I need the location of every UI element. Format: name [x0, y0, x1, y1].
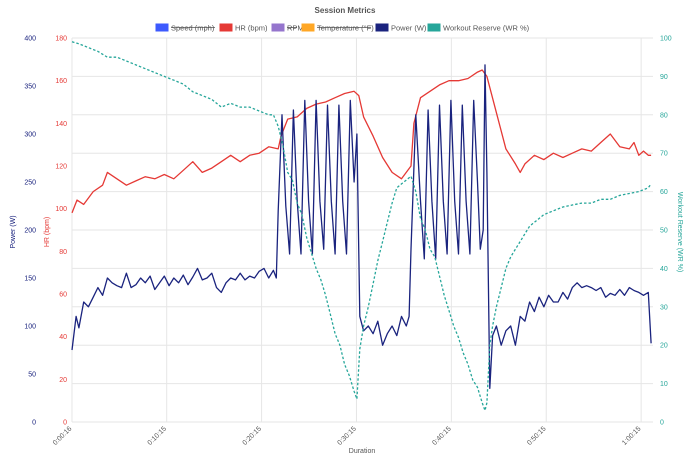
wr-axis-title: Workout Reserve (WR %)	[676, 192, 683, 272]
wr-tick-label: 80	[660, 112, 668, 119]
legend-swatch	[375, 23, 389, 32]
wr-tick-label: 10	[660, 381, 668, 388]
wr-tick-label: 20	[660, 343, 668, 350]
x-tick-label: 0:20:15	[242, 425, 264, 447]
x-tick-label: 0:40:15	[431, 425, 453, 447]
chart-title: Session Metrics	[315, 6, 376, 15]
power-tick-label: 200	[24, 228, 36, 235]
hr-axis-title: HR (bpm)	[44, 217, 51, 247]
legend-label: Temperature (°F)	[317, 24, 374, 33]
hr-bpm-line	[71, 69, 652, 214]
x-tick-label: 0:50:15	[526, 425, 548, 447]
legend-swatch	[301, 23, 315, 32]
legend-swatch	[427, 23, 441, 32]
wr-tick-label: 30	[660, 304, 668, 311]
wr-tick-label: 100	[660, 36, 672, 43]
wr-tick-label: 40	[660, 266, 668, 273]
series-layer	[71, 41, 652, 412]
workout-reserve-wr-line	[71, 41, 652, 412]
grid	[71, 37, 653, 423]
legend-label: HR (bpm)	[235, 24, 268, 33]
x-axis-title: Duration	[349, 448, 376, 455]
hr-tick-label: 40	[59, 334, 67, 341]
legend-label: Workout Reserve (WR %)	[443, 24, 530, 33]
power-tick-label: 50	[28, 372, 36, 379]
legend-swatch	[219, 23, 233, 32]
wr-tick-label: 70	[660, 151, 668, 158]
hr-tick-label: 80	[59, 249, 67, 256]
x-tick-label: 1:00:15	[621, 425, 643, 447]
hr-tick-label: 120	[55, 164, 67, 171]
wr-tick-label: 60	[660, 189, 668, 196]
wr-tick-label: 0	[660, 420, 664, 427]
hr-tick-label: 0	[63, 420, 67, 427]
power-tick-label: 0	[32, 420, 36, 427]
legend-swatch	[271, 23, 285, 32]
x-tick-label: 0:30:15	[336, 425, 358, 447]
wr-tick-label: 90	[660, 74, 668, 81]
hr-tick-label: 140	[55, 121, 67, 128]
x-tick-label: 0:00:16	[52, 425, 74, 447]
wr-tick-label: 50	[660, 228, 668, 235]
legend-swatch	[155, 23, 169, 32]
legend-label: Power (W)	[391, 24, 427, 33]
x-tick-label: 0:10:15	[147, 425, 169, 447]
legend: Speed (mph) HR (bpm) RPM Temperature (°F) Po…	[155, 23, 530, 33]
power-axis-title: Power (W)	[10, 215, 17, 248]
hr-tick-label: 180	[55, 36, 67, 43]
legend-label: RPM	[287, 24, 304, 33]
hr-tick-label: 60	[59, 292, 67, 299]
power-tick-label: 250	[24, 180, 36, 187]
power-tick-label: 150	[24, 276, 36, 283]
hr-tick-label: 20	[59, 377, 67, 384]
hr-tick-label: 100	[55, 206, 67, 213]
power-tick-label: 100	[24, 324, 36, 331]
legend-label: Speed (mph)	[171, 24, 215, 33]
power-tick-label: 350	[24, 84, 36, 91]
power-tick-label: 300	[24, 132, 36, 139]
hr-tick-label: 160	[55, 78, 67, 85]
power-tick-label: 400	[24, 36, 36, 43]
power-w-line	[71, 64, 652, 390]
